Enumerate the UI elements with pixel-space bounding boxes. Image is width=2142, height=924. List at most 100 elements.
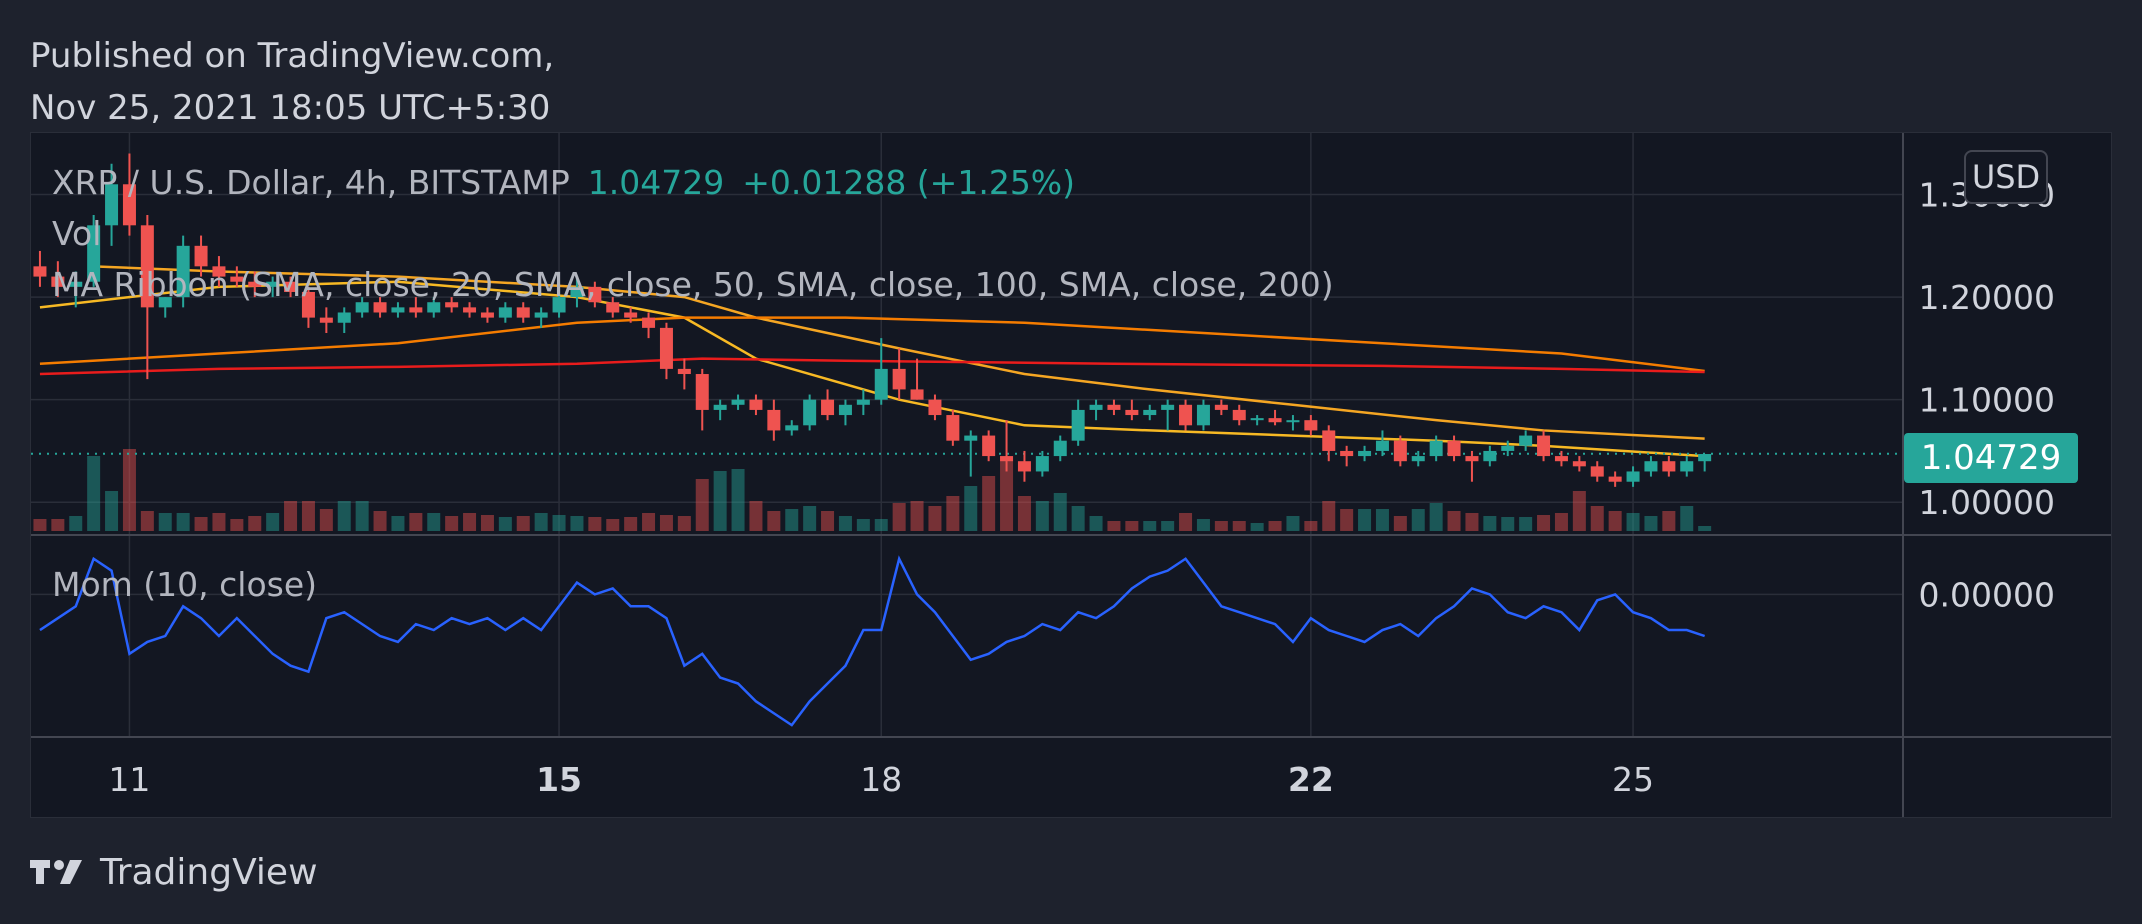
published-date: Nov 25, 2021 18:05 UTC+5:30 xyxy=(30,88,551,128)
volume-bar xyxy=(301,501,315,531)
momentum-legend[interactable]: Mom (10, close) xyxy=(52,565,318,604)
volume-bar xyxy=(659,515,673,531)
candle-body xyxy=(355,302,369,313)
candle-body xyxy=(140,225,154,308)
candle-body xyxy=(1035,456,1049,472)
volume-bar xyxy=(1107,521,1121,531)
volume-bar xyxy=(606,519,620,531)
candle-body xyxy=(1608,476,1622,482)
price-tick-label: 1.10000 xyxy=(1919,381,2055,420)
candle-body xyxy=(1000,456,1014,462)
volume-bar xyxy=(1501,517,1515,531)
volume-bar xyxy=(803,506,817,531)
candle-body xyxy=(409,307,423,313)
currency-button[interactable]: USD xyxy=(1964,150,2048,204)
volume-bar xyxy=(624,517,638,531)
volume-bar xyxy=(176,513,190,531)
candle-body xyxy=(284,281,298,292)
volume-bar xyxy=(1483,516,1497,531)
volume-bar xyxy=(122,449,136,531)
volume-bar xyxy=(838,516,852,531)
candle-body xyxy=(1644,461,1658,472)
volume-legend[interactable]: Vol xyxy=(52,214,102,253)
candle-body xyxy=(266,281,280,287)
volume-bar xyxy=(695,479,709,531)
candle-body xyxy=(69,281,83,287)
volume-bar xyxy=(194,517,208,531)
volume-bar xyxy=(552,515,566,531)
candle-body xyxy=(803,399,817,426)
brand[interactable]: TradingView xyxy=(30,846,318,898)
candle-body xyxy=(445,302,459,308)
candle-body xyxy=(1143,409,1157,416)
candle-body xyxy=(677,368,691,375)
ma-ribbon-legend[interactable]: MA Ribbon (SMA, close, 20, SMA, close, 5… xyxy=(52,265,1334,304)
volume-bar xyxy=(713,471,727,531)
candle-body xyxy=(463,307,477,313)
candle-body xyxy=(964,435,978,441)
volume-bar xyxy=(33,519,47,531)
volume-bar xyxy=(1322,501,1336,531)
volume-bar xyxy=(284,501,298,531)
volume-bar xyxy=(910,501,924,531)
candle-body xyxy=(1680,461,1694,472)
volume-bar xyxy=(749,501,763,531)
volume-bar xyxy=(1572,491,1586,531)
candle-body xyxy=(33,266,47,277)
volume-bar xyxy=(1286,516,1300,531)
time-tick-label: 15 xyxy=(536,760,582,799)
candle-body xyxy=(767,409,781,431)
chart-frame[interactable]: 1.300001.200001.100001.000000.0000011151… xyxy=(30,132,2112,818)
volume-bar xyxy=(1554,513,1568,531)
last-price-badge: 1.04729 xyxy=(1904,433,2078,483)
volume-bar xyxy=(1537,515,1551,531)
volume-bar xyxy=(1161,521,1175,531)
candle-body xyxy=(212,266,226,277)
candle-body xyxy=(1250,418,1264,421)
candle-body xyxy=(480,312,494,318)
candle-body xyxy=(624,312,638,318)
candle-body xyxy=(892,368,906,390)
price-tick-label: 1.20000 xyxy=(1919,278,2055,317)
candle-body xyxy=(1196,404,1210,426)
candle-body xyxy=(1358,450,1372,457)
volume-bar xyxy=(355,501,369,531)
volume-bar xyxy=(1089,516,1103,531)
volume-bar xyxy=(1268,521,1282,531)
volume-bar xyxy=(1143,521,1157,531)
volume-bar xyxy=(1465,513,1479,531)
candle-body xyxy=(87,225,101,282)
volume-bar xyxy=(588,517,602,531)
candle-body xyxy=(1089,404,1103,410)
volume-bar xyxy=(1393,516,1407,531)
volume-bar xyxy=(1626,513,1640,531)
candle-body xyxy=(122,184,136,226)
volume-bar xyxy=(964,486,978,531)
candle-body xyxy=(194,245,208,267)
volume-bar xyxy=(767,511,781,531)
candle-body xyxy=(1554,456,1568,462)
candle-body xyxy=(982,435,996,457)
volume-bar xyxy=(1196,519,1210,531)
candle-body xyxy=(1572,461,1586,467)
symbol-legend[interactable]: XRP / U.S. Dollar, 4h, BITSTAMP 1.04729 +0… xyxy=(52,163,1075,202)
candle-body xyxy=(1447,440,1461,457)
candle-body xyxy=(1304,420,1318,431)
candle-body xyxy=(230,276,244,282)
chart-canvas[interactable]: 1.300001.200001.100001.000000.0000011151… xyxy=(31,133,2111,817)
candle-body xyxy=(856,399,870,405)
volume-bar xyxy=(212,513,226,531)
candle-body xyxy=(910,389,924,400)
volume-bar xyxy=(1179,513,1193,531)
volume-bar xyxy=(946,496,960,531)
published-info: Published on TradingView.com, Nov 25, 20… xyxy=(30,30,554,134)
candle-body xyxy=(1662,461,1676,472)
volume-bar xyxy=(105,491,119,531)
candle-body xyxy=(158,297,172,308)
volume-bar xyxy=(731,469,745,531)
volume-bar xyxy=(856,519,870,531)
candle-body xyxy=(1411,456,1425,462)
candle-body xyxy=(1214,404,1228,410)
candle-body xyxy=(821,399,835,416)
volume-bar xyxy=(480,515,494,531)
